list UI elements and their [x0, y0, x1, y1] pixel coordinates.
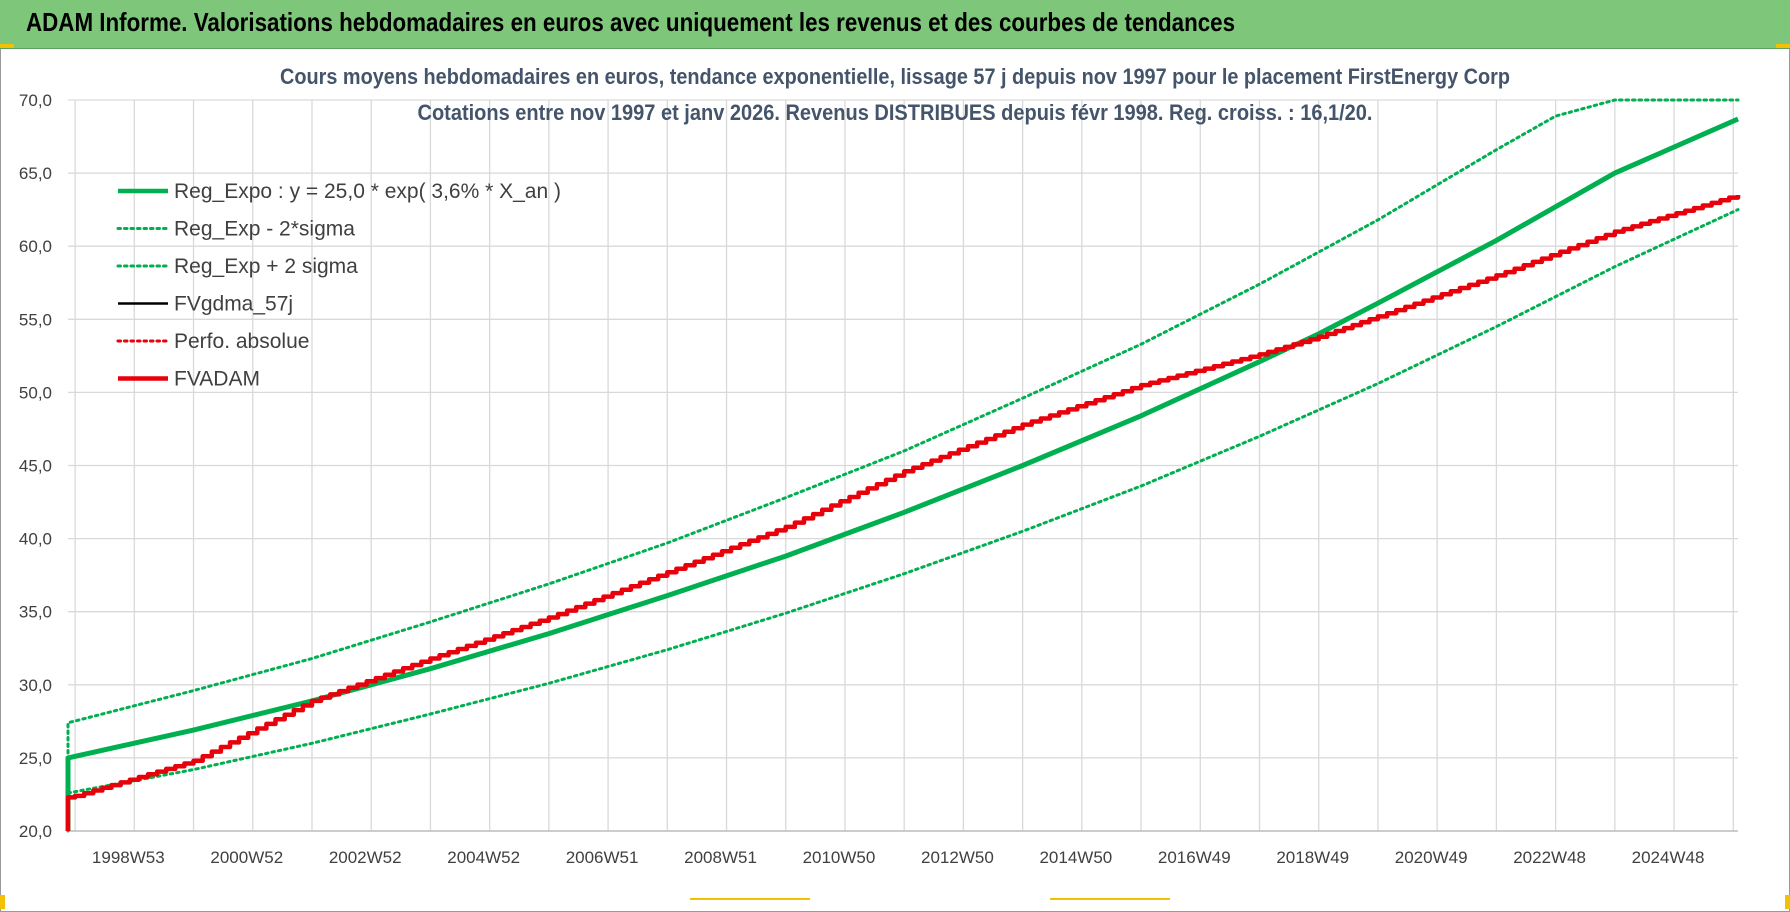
series-line-5	[65, 195, 1741, 831]
x-tick-label: 2010W50	[803, 848, 876, 867]
x-tick-label: 2002W52	[329, 848, 402, 867]
series-line-1	[66, 208, 1740, 795]
x-tick-label: 2018W49	[1276, 848, 1349, 867]
series-line-2	[66, 98, 1740, 833]
y-tick-label: 45,0	[19, 457, 52, 476]
x-tick-label: 2004W52	[447, 848, 520, 867]
page-title: ADAM Informe. Valorisations hebdomadaire…	[26, 7, 1236, 37]
corner-mark-top-left	[0, 44, 14, 48]
chart-title-line2: Cotations entre nov 1997 et janv 2026. R…	[418, 100, 1373, 125]
x-tick-label: 2006W51	[566, 848, 639, 867]
x-tick-label: 2024W48	[1632, 848, 1705, 867]
y-tick-label: 50,0	[19, 383, 52, 402]
x-tick-label: 2008W51	[684, 848, 757, 867]
x-axis-ticks: 1998W53 2000W52 2002W52 2004W52 2006W51 2008W…	[92, 848, 1704, 867]
line-chart: 20,0 25,0 30,0 35,0 40,0 45,0 50,0 55,0 60,0 65,0…	[19, 64, 1741, 867]
y-tick-label: 20,0	[19, 822, 52, 841]
y-tick-label: 60,0	[19, 237, 52, 256]
legend-label: Reg_Expo : y = 25,0 * exp( 3,6% * X_an )	[174, 180, 561, 203]
x-tick-label: 2000W52	[210, 848, 283, 867]
chart-title-line1: Cours moyens hebdomadaires en euros, ten…	[280, 64, 1510, 89]
x-tick-label: 2022W48	[1513, 848, 1586, 867]
x-tick-label: 2016W49	[1158, 848, 1231, 867]
legend-label: Reg_Exp - 2*sigma	[174, 218, 355, 241]
x-tick-label: 2014W50	[1039, 848, 1112, 867]
series-line-0	[65, 116, 1740, 831]
corner-mark-top-right	[1776, 44, 1790, 48]
corner-mark-bottom-left	[0, 895, 5, 909]
x-tick-label: 2020W49	[1395, 848, 1468, 867]
x-tick-label: 2012W50	[921, 848, 994, 867]
bottom-mark-2	[1050, 898, 1170, 900]
y-tick-label: 25,0	[19, 749, 52, 768]
y-tick-label: 55,0	[19, 310, 52, 329]
legend-label: FVgdma_57j	[174, 293, 293, 316]
legend-label: Perfo. absolue	[174, 330, 309, 353]
y-axis-ticks: 20,0 25,0 30,0 35,0 40,0 45,0 50,0 55,0 60,0 65,0…	[19, 91, 52, 841]
y-tick-label: 30,0	[19, 676, 52, 695]
series-lines	[65, 98, 1741, 833]
legend-label: Reg_Exp + 2 sigma	[174, 255, 358, 278]
grid-lines	[68, 99, 1738, 832]
bottom-mark-1	[690, 898, 810, 900]
legend-label: FVADAM	[174, 368, 260, 391]
y-tick-label: 35,0	[19, 603, 52, 622]
header-banner: ADAM Informe. Valorisations hebdomadaire…	[0, 0, 1790, 49]
y-tick-label: 65,0	[19, 164, 52, 183]
y-tick-label: 70,0	[19, 91, 52, 110]
corner-mark-bottom-right	[1785, 895, 1790, 909]
y-tick-label: 40,0	[19, 530, 52, 549]
x-tick-label: 1998W53	[92, 848, 165, 867]
legend: Reg_Expo : y = 25,0 * exp( 3,6% * X_an )…	[116, 180, 561, 391]
